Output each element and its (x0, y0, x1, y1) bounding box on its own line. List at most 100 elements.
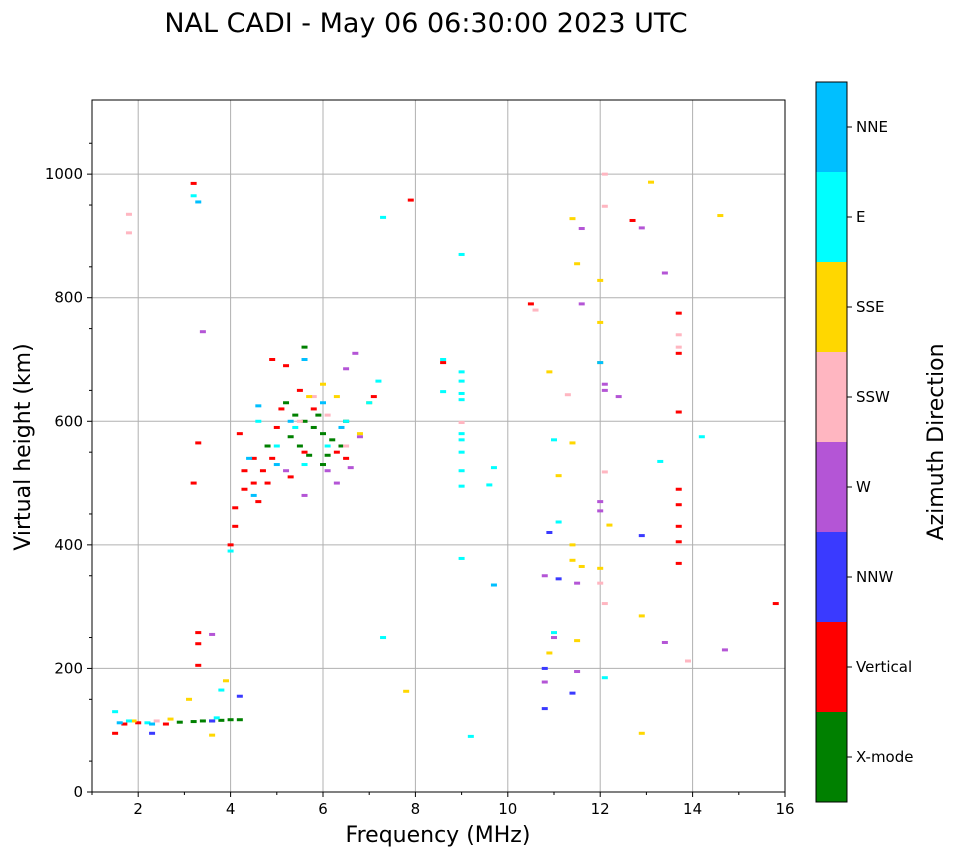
point-sse (574, 262, 581, 266)
point-vertical (278, 407, 285, 411)
point-sse (574, 639, 581, 643)
colorbar-tick-label: SSE (856, 298, 885, 316)
point-e (458, 370, 465, 374)
point-e (375, 379, 382, 383)
point-vertical (190, 481, 197, 485)
point-vertical (772, 602, 779, 606)
point-nnw (569, 691, 576, 695)
point-w (661, 271, 668, 275)
point-vertical (195, 631, 202, 635)
grid-lines (92, 100, 786, 793)
point-sse (648, 180, 655, 184)
point-ssw (597, 581, 604, 585)
point-x-mode (338, 444, 345, 448)
point-vertical (232, 506, 239, 510)
point-x-mode (320, 463, 326, 467)
point-w (324, 469, 331, 473)
point-vertical (121, 722, 128, 726)
point-ssw (601, 602, 608, 606)
point-e (555, 520, 562, 524)
point-vertical (232, 524, 239, 528)
point-x-mode (320, 432, 326, 436)
point-nnw (541, 707, 548, 711)
point-sse (638, 614, 645, 618)
x-tick-label: 6 (318, 800, 328, 818)
point-nnw (236, 694, 243, 698)
point-sse (606, 523, 613, 527)
point-sse (569, 217, 576, 221)
point-nne (195, 200, 202, 204)
x-tick-label: 12 (591, 800, 610, 818)
point-vertical (241, 487, 248, 491)
point-vertical (675, 561, 682, 565)
point-w (601, 388, 608, 392)
point-e (112, 710, 119, 714)
point-w (597, 500, 604, 504)
point-e (292, 425, 299, 429)
point-ssw (564, 393, 571, 397)
point-sse (356, 432, 363, 436)
point-vertical (310, 407, 317, 411)
point-nne (287, 419, 294, 423)
point-w (283, 469, 290, 473)
colorbar-tick-label: SSW (856, 388, 890, 406)
point-nne (273, 463, 280, 467)
point-vertical (629, 218, 636, 222)
point-w (199, 330, 206, 334)
point-vertical (195, 441, 202, 445)
azimuth-colorbar: X-mode Vertical NNW W SSW SSE E NNE (815, 81, 913, 803)
point-x-mode (236, 718, 243, 722)
point-ssw (296, 419, 303, 423)
point-vertical (370, 395, 377, 399)
point-sse (306, 395, 313, 399)
colorbar-tick-label: Vertical (856, 658, 912, 676)
point-vertical (135, 721, 142, 725)
point-e (551, 438, 557, 442)
point-e (301, 463, 308, 467)
point-vertical (675, 311, 682, 315)
point-sse (578, 564, 585, 568)
colorbar-frame (815, 81, 848, 803)
colorbar-tick-label: NNE (856, 118, 888, 136)
point-vertical (675, 503, 682, 507)
axis-ticks: 2 4 6 8 10 12 14 16 0 200 400 600 800 1000 (45, 142, 795, 818)
point-x-mode (176, 720, 183, 724)
point-e (273, 444, 280, 448)
point-w (352, 351, 359, 355)
point-ssw (601, 204, 608, 208)
point-x-mode (306, 453, 313, 457)
point-e (440, 390, 447, 394)
point-vertical (287, 475, 294, 479)
colorbar-segment-vertical (816, 622, 847, 712)
point-w (333, 481, 340, 485)
point-e (458, 484, 465, 488)
point-w (541, 574, 548, 578)
point-sse (320, 382, 326, 386)
point-w (638, 226, 645, 230)
point-ssw (675, 333, 682, 337)
point-vertical (259, 469, 266, 473)
point-vertical (269, 358, 276, 361)
point-sse (555, 474, 562, 478)
point-x-mode (287, 435, 294, 439)
colorbar-segment-nnw (816, 532, 847, 622)
y-axis-label: Virtual height (km) (11, 343, 36, 550)
point-vertical (264, 481, 271, 485)
point-e (218, 688, 225, 692)
point-e (213, 716, 220, 720)
x-axis-label: Frequency (MHz) (346, 823, 531, 848)
point-nnw (209, 719, 216, 723)
point-nne (490, 583, 497, 587)
point-e (343, 419, 350, 423)
point-vertical (190, 181, 197, 185)
point-e (551, 631, 557, 635)
colorbar-tick-label: W (856, 478, 871, 496)
point-e (458, 469, 465, 473)
point-sse (569, 543, 576, 547)
point-vertical (250, 481, 257, 485)
point-e (324, 444, 331, 448)
point-vertical (195, 663, 202, 667)
point-w (601, 382, 608, 386)
point-vertical (162, 722, 169, 726)
